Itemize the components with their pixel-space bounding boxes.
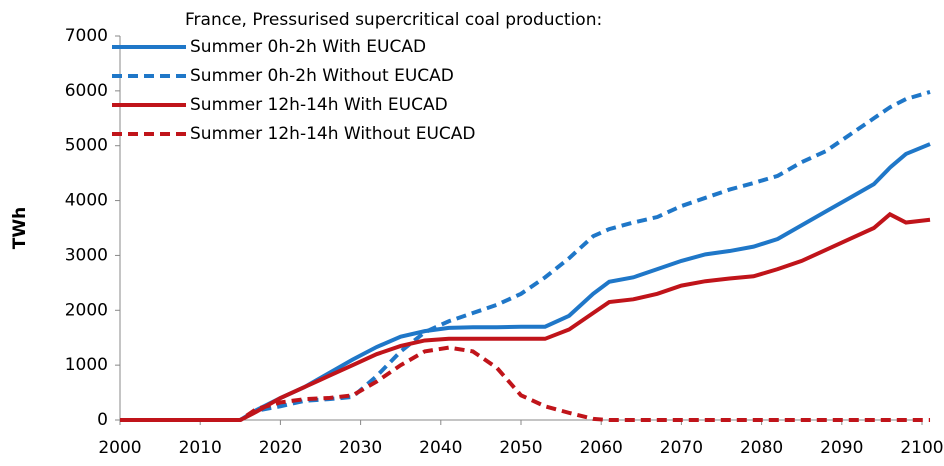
x-tick-label: 2090 — [820, 438, 863, 458]
legend-label: Summer 12h-14h Without EUCAD — [190, 124, 476, 144]
chart-title: France, Pressurised supercritical coal p… — [185, 10, 602, 30]
x-tick-label: 2020 — [259, 438, 302, 458]
legend-label: Summer 0h-2h With EUCAD — [190, 37, 426, 57]
series-line — [120, 211, 931, 422]
x-tick-label: 2010 — [179, 438, 222, 458]
y-tick-label: 3000 — [65, 245, 108, 265]
legend-label: Summer 0h-2h Without EUCAD — [190, 66, 454, 86]
y-tick-label: 5000 — [65, 136, 108, 156]
y-tick-label: 2000 — [65, 300, 108, 320]
x-tick-label: 2050 — [499, 438, 542, 458]
x-tick-label: 2030 — [339, 438, 382, 458]
series-line — [120, 345, 931, 422]
y-tick-label: 4000 — [65, 191, 108, 211]
x-tick-label: 2000 — [98, 438, 141, 458]
x-tick-label: 2070 — [660, 438, 703, 458]
x-tick-label: 2100 — [900, 438, 943, 458]
legend-label: Summer 12h-14h With EUCAD — [190, 95, 448, 115]
y-axis-label: TWh — [10, 207, 30, 249]
y-tick-label: 0 — [97, 410, 108, 430]
x-tick-label: 2060 — [580, 438, 623, 458]
x-tick-label: 2040 — [419, 438, 462, 458]
series-line — [120, 142, 931, 422]
y-tick-label: 1000 — [65, 355, 108, 375]
series-line — [120, 90, 931, 422]
y-tick-label: 7000 — [65, 26, 108, 46]
x-tick-label: 2080 — [740, 438, 783, 458]
y-tick-label: 6000 — [65, 81, 108, 101]
